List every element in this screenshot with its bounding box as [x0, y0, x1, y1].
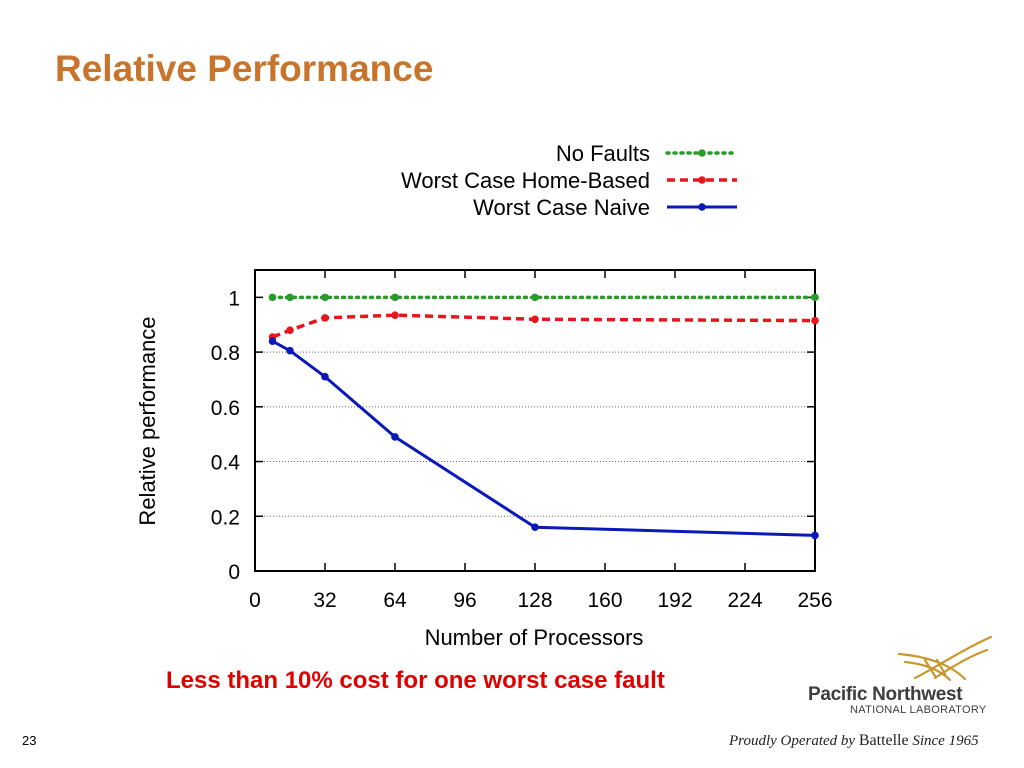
x-tick-label: 192	[657, 589, 692, 612]
data-point-series-2	[286, 326, 294, 335]
slide-title: Relative Performance	[55, 48, 434, 89]
x-tick-label: 96	[453, 589, 476, 612]
data-point-series-1	[531, 293, 539, 302]
x-axis-label: Number of Processors	[425, 625, 644, 650]
data-point-series-2	[391, 311, 399, 319]
x-tick-label: 32	[313, 589, 336, 612]
slide-number: 23	[22, 733, 37, 748]
x-tick-label: 64	[383, 589, 407, 612]
x-tick-label: 128	[517, 589, 552, 612]
performance-chart: 0 0.2 0.4 0.6 0.8 1 0 32 64 96 128 160 192 224 256 Numb…	[135, 141, 833, 650]
legend-marker-2	[698, 176, 706, 184]
tagline-brand: Battelle	[858, 732, 909, 749]
data-point-series-1	[268, 293, 277, 302]
data-point-series-3	[321, 372, 329, 381]
data-point-series-2	[321, 314, 329, 322]
tagline-suffix: Since 1965	[908, 733, 979, 749]
slide-caption: Less than 10% cost for one worst case fa…	[166, 667, 665, 694]
org-name: Pacific Northwest	[808, 684, 963, 705]
y-tick-label: 0.2	[211, 506, 240, 529]
y-tick-label: 0	[228, 561, 240, 584]
x-tick-label: 0	[249, 589, 261, 612]
legend-label-3: Worst Case Naive	[473, 195, 650, 220]
legend-marker-1	[698, 149, 706, 157]
data-point-series-2	[531, 315, 539, 324]
x-tick-label: 224	[727, 589, 762, 612]
y-tick-label: 1	[228, 287, 240, 310]
data-point-series-3	[391, 433, 399, 441]
legend-marker-3	[698, 203, 706, 211]
data-point-series-1	[391, 293, 399, 302]
data-point-series-3	[286, 346, 294, 355]
data-point-series-3	[531, 523, 539, 532]
org-subtitle: NATIONAL LABORATORY	[850, 704, 987, 716]
data-point-series-3	[811, 531, 819, 540]
org-tagline: Proudly Operated by Battelle Since 1965	[729, 732, 979, 750]
series-line-2	[271, 313, 816, 339]
tagline-prefix: Proudly Operated by	[729, 733, 859, 749]
y-tick-label: 0.8	[211, 342, 240, 365]
x-tick-label: 256	[797, 589, 832, 612]
legend-label-2: Worst Case Home-Based	[401, 168, 650, 193]
data-point-series-1	[286, 293, 294, 302]
legend-label-1: No Faults	[556, 141, 650, 166]
series-line-3	[271, 339, 816, 537]
pnnl-logo-icon	[897, 635, 993, 682]
y-axis-label: Relative performance	[135, 316, 160, 525]
x-tick-label: 160	[587, 589, 622, 612]
y-tick-label: 0.4	[211, 452, 241, 475]
data-point-series-1	[811, 293, 819, 302]
data-point-series-1	[321, 293, 329, 302]
data-point-series-3	[268, 337, 277, 345]
data-point-series-2	[811, 316, 819, 325]
y-tick-label: 0.6	[211, 397, 240, 420]
